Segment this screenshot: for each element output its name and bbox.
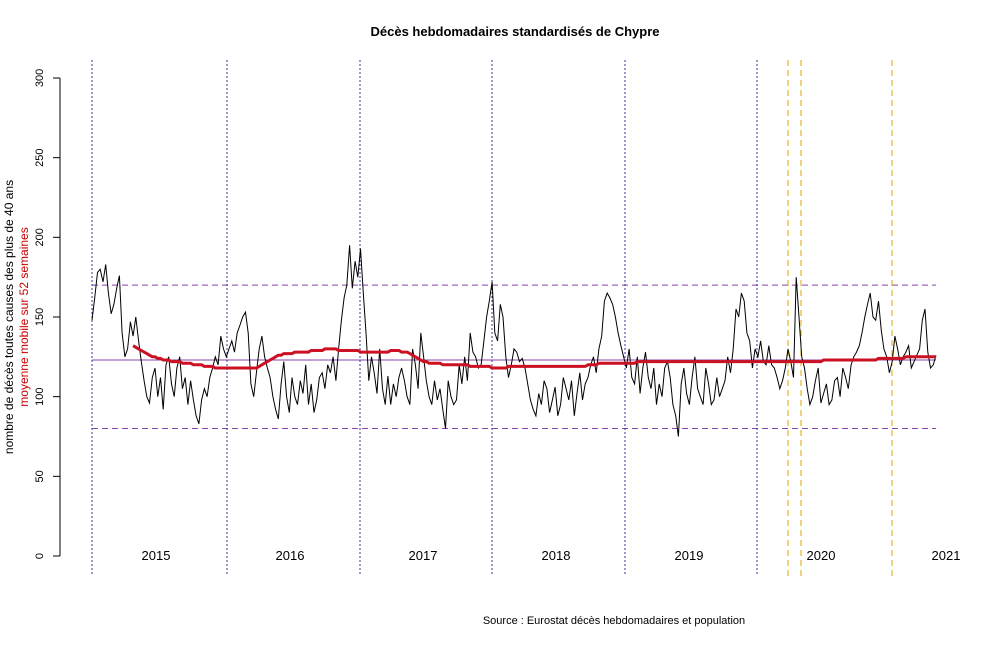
event-markers: [787, 60, 893, 576]
year-labels: 2015 2016 2017 2018 2019 2020 2021: [142, 548, 961, 563]
year-label-2021: 2021: [932, 548, 961, 563]
y-tick-label-0: 0: [34, 553, 46, 559]
y-axis-label-secondary: moyenne mobile sur 52 semaines: [17, 227, 31, 406]
source-note: Source : Eurostat décès hebdomadaires et…: [483, 615, 745, 627]
year-label-2018: 2018: [542, 548, 571, 563]
chart-title: Décès hebdomadaires standardisés de Chyp…: [370, 24, 659, 39]
y-tick-label-50: 50: [34, 470, 46, 482]
y-tick-label-200: 200: [34, 228, 46, 246]
y-axis: 0 50 100 150 200 250 300: [34, 69, 61, 559]
series-moving-average: [132, 344, 936, 370]
year-label-2015: 2015: [142, 548, 171, 563]
year-separators: [91, 60, 758, 576]
year-label-2020: 2020: [807, 548, 836, 563]
y-axis-label: nombre de décès toutes causes des plus d…: [2, 180, 16, 454]
y-tick-label-300: 300: [34, 69, 46, 87]
year-label-2016: 2016: [276, 548, 305, 563]
y-tick-label-100: 100: [34, 387, 46, 405]
year-label-2017: 2017: [409, 548, 438, 563]
y-tick-label-150: 150: [34, 308, 46, 326]
reference-lines: [92, 284, 936, 430]
y-tick-label-250: 250: [34, 148, 46, 166]
year-label-2019: 2019: [675, 548, 704, 563]
series-weekly-deaths: [91, 245, 937, 437]
